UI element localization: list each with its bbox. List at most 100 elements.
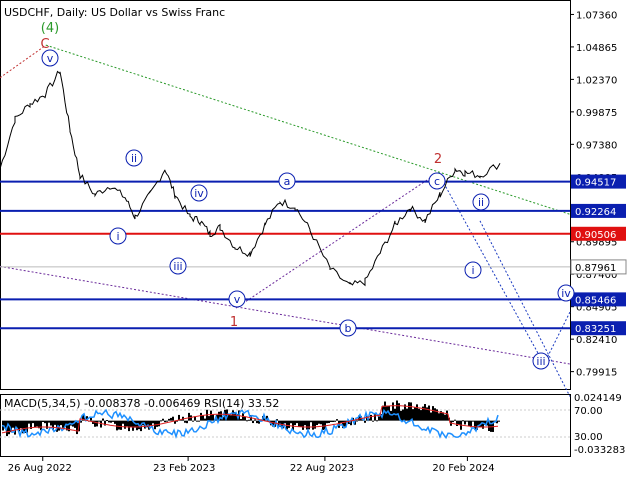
wave-label: iv (561, 287, 571, 300)
chart-title: USDCHF, Daily: US Dollar vs Swiss Franc (4, 6, 225, 19)
macd-bar (124, 420, 126, 429)
wave-label: v (234, 293, 241, 306)
indicator-axis-label-3: 30.00 (574, 432, 603, 443)
indicator-axis-label-4: -0.033283 (574, 445, 625, 456)
macd-bar (398, 403, 400, 421)
macd-bar (168, 418, 170, 421)
macd-bar (150, 420, 152, 426)
macd-bar (402, 409, 404, 421)
macd-bar (228, 413, 230, 421)
wave-label-circle (428, 172, 446, 190)
macd-bar (254, 419, 256, 421)
macd-bar (468, 420, 470, 427)
macd-bar (200, 412, 202, 421)
y-tick-label: 1.07360 (576, 10, 617, 21)
macd-bar (212, 414, 214, 421)
macd-bar (196, 420, 198, 422)
y-tick-label: 0.79915 (576, 368, 617, 379)
macd-bar (482, 420, 484, 429)
x-tick-label: 22 Aug 2023 (290, 463, 354, 474)
macd-bar (28, 420, 30, 424)
macd-bar (428, 405, 430, 421)
macd-bar (312, 420, 314, 430)
current-price-tag (570, 259, 627, 275)
y-tick-label: 1.04865 (576, 43, 617, 54)
macd-bar (280, 420, 282, 427)
macd-bar (374, 414, 376, 421)
macd-bar (496, 420, 498, 424)
macd-bar (292, 420, 294, 431)
macd-bar (178, 414, 180, 421)
macd-bar (184, 420, 186, 423)
wave-label: (4) (41, 21, 59, 36)
wave-label-circle (109, 227, 127, 245)
wave-label-circle (557, 284, 575, 302)
macd-bar (24, 420, 26, 433)
macd-bar (86, 416, 88, 421)
macd-bar (4, 420, 6, 429)
macd-bar (188, 412, 190, 421)
wave-label-circle (169, 257, 187, 275)
macd-bar (58, 420, 60, 431)
macd-bar (440, 411, 442, 421)
macd-bar (100, 420, 102, 428)
macd-bar (276, 419, 278, 421)
macd-bar (54, 420, 56, 425)
macd-bar (400, 410, 402, 421)
wave-label: a (284, 175, 291, 188)
macd-bar (242, 413, 244, 421)
macd-bar (122, 420, 124, 424)
macd-bar (406, 408, 408, 421)
macd-bar (130, 420, 132, 427)
level-tag (571, 174, 626, 189)
macd-bar (48, 420, 50, 423)
macd-bar (322, 420, 324, 430)
level-tag-label: 0.90506 (575, 230, 616, 241)
macd-bar (314, 420, 316, 429)
trendline-layer (0, 44, 571, 397)
macd-bar (256, 420, 258, 424)
macd-bar (98, 420, 100, 422)
macd-bar (332, 420, 334, 423)
wave-label-circle (190, 184, 208, 202)
macd-bar (74, 420, 76, 428)
macd-bar (462, 420, 464, 422)
y-tick-label: 0.82410 (576, 335, 617, 346)
macd-bar (272, 420, 274, 427)
macd-bar (328, 420, 330, 423)
macd-bar (358, 415, 360, 421)
wave-label: ii (131, 152, 137, 165)
macd-bar (348, 420, 350, 425)
wave-label: b (345, 322, 352, 335)
macd-bar (34, 420, 36, 428)
macd-bar (290, 420, 292, 424)
macd-bar (484, 420, 486, 425)
macd-bar (66, 420, 68, 431)
macd-bar (218, 411, 220, 421)
macd-bar (230, 415, 232, 421)
macd-bar (240, 418, 242, 421)
macd-bar (152, 420, 154, 424)
macd-bar (302, 420, 304, 430)
macd-bar (82, 414, 84, 421)
macd-bar (414, 407, 416, 421)
macd-bar (42, 420, 44, 423)
macd-bar (94, 420, 96, 427)
trend-purple-lower (0, 265, 571, 365)
wave-label-circle (228, 290, 246, 308)
macd-bar (186, 420, 188, 424)
macd-bar (174, 420, 176, 424)
macd-bar (40, 420, 42, 431)
macd-bar (444, 414, 446, 421)
macd-bar (404, 404, 406, 421)
macd-bar (416, 404, 418, 421)
macd-signal-line (1, 405, 499, 434)
wave-label: iii (173, 260, 182, 273)
macd-bar (458, 420, 460, 426)
macd-bar (210, 410, 212, 421)
macd-bar (158, 420, 160, 427)
macd-bar (12, 420, 14, 428)
wave-label: v (47, 52, 54, 65)
